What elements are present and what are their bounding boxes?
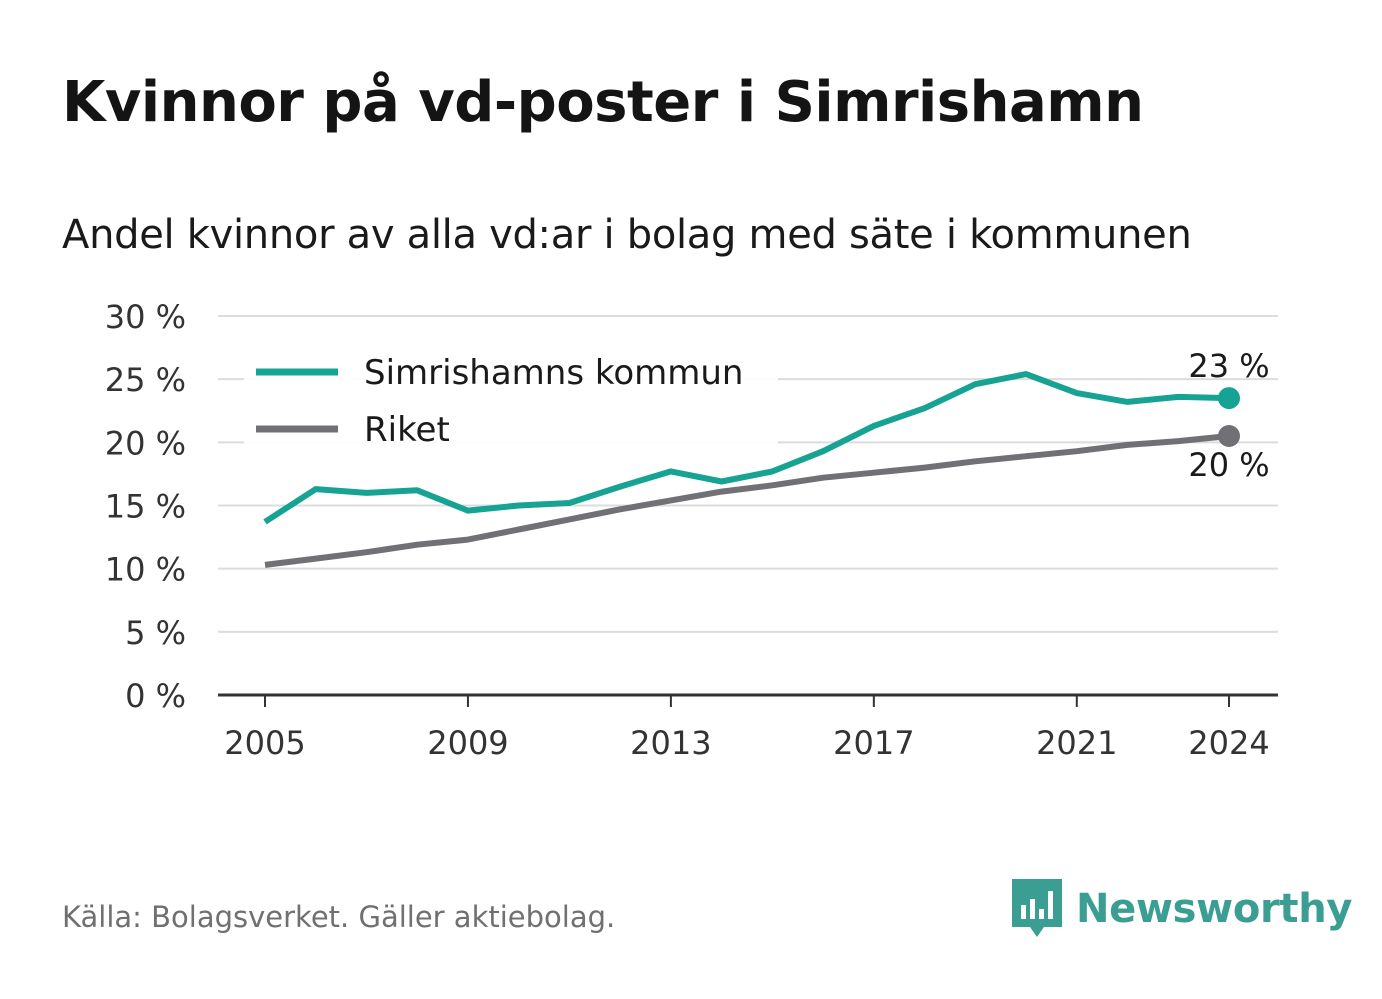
newsworthy-logo-icon bbox=[1012, 879, 1062, 937]
legend-entry: Simrishamns kommun bbox=[364, 353, 743, 393]
brand-name: Newsworthy bbox=[1076, 886, 1353, 932]
x-axis: 2005 2009 2013 2017 2021 2024 bbox=[218, 693, 1278, 762]
legend-entry: Riket bbox=[364, 410, 450, 450]
series-end-point bbox=[1218, 387, 1240, 410]
end-value-label: 23 % bbox=[1188, 347, 1269, 385]
y-tick-label: 0 % bbox=[125, 677, 186, 715]
series-lines bbox=[263, 371, 1240, 568]
brand-logo: Newsworthy bbox=[1012, 878, 1353, 940]
x-tick-label: 2005 bbox=[224, 724, 305, 762]
series-line bbox=[263, 371, 1230, 525]
x-tick-label: 2009 bbox=[427, 724, 508, 762]
y-tick-label: 20 % bbox=[105, 424, 186, 462]
y-tick-label: 10 % bbox=[105, 551, 186, 589]
series-line bbox=[264, 433, 1230, 568]
x-tick-label: 2017 bbox=[833, 724, 914, 762]
y-tick-label: 15 % bbox=[105, 488, 186, 526]
y-axis-ticks: 0 % 5 % 10 % 15 % 20 % 25 % 30 % bbox=[105, 298, 186, 715]
end-labels: 23 % 20 % bbox=[1188, 347, 1269, 484]
y-tick-label: 5 % bbox=[125, 614, 186, 652]
source-note: Källa: Bolagsverket. Gäller aktiebolag. bbox=[62, 900, 616, 934]
chart-subtitle: Andel kvinnor av alla vd:ar i bolag med … bbox=[62, 212, 1192, 258]
y-tick-label: 30 % bbox=[105, 298, 186, 336]
x-tick-label: 2013 bbox=[630, 724, 711, 762]
chart-title: Kvinnor på vd-poster i Simrishamn bbox=[62, 70, 1144, 135]
y-tick-label: 25 % bbox=[105, 361, 186, 399]
series-end-point bbox=[1218, 425, 1240, 448]
legend: Simrishamns kommun Riket bbox=[244, 344, 778, 450]
x-tick-label: 2024 bbox=[1188, 724, 1269, 762]
end-value-label: 20 % bbox=[1188, 446, 1269, 484]
x-tick-label: 2021 bbox=[1036, 724, 1117, 762]
